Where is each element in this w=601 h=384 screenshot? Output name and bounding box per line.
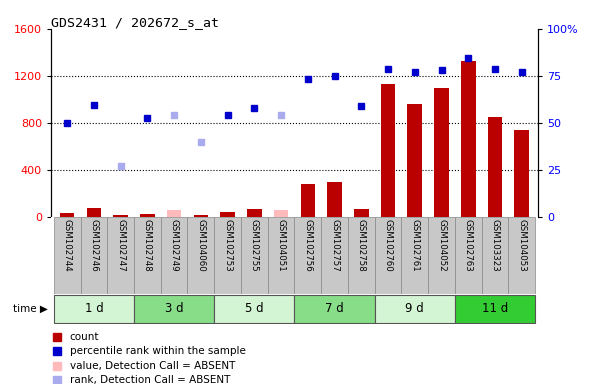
Bar xyxy=(274,210,288,217)
Bar xyxy=(214,295,294,323)
Bar xyxy=(455,217,482,294)
Bar xyxy=(81,217,107,294)
Text: GSM102748: GSM102748 xyxy=(143,219,152,272)
Bar xyxy=(87,208,101,217)
Bar xyxy=(508,217,535,294)
Text: GSM102744: GSM102744 xyxy=(63,219,72,272)
Text: GDS2431 / 202672_s_at: GDS2431 / 202672_s_at xyxy=(51,16,219,29)
Text: GSM102758: GSM102758 xyxy=(357,219,366,272)
Bar xyxy=(348,217,375,294)
Bar xyxy=(300,184,315,217)
Text: GSM104051: GSM104051 xyxy=(276,219,285,272)
Text: GSM102755: GSM102755 xyxy=(250,219,259,272)
Text: GSM102761: GSM102761 xyxy=(410,219,419,272)
Bar xyxy=(375,295,455,323)
Bar xyxy=(220,212,235,217)
Bar xyxy=(455,295,535,323)
Bar xyxy=(375,217,401,294)
Bar xyxy=(166,210,182,217)
Text: percentile rank within the sample: percentile rank within the sample xyxy=(70,346,245,356)
Bar xyxy=(482,217,508,294)
Bar xyxy=(429,217,455,294)
Text: GSM102757: GSM102757 xyxy=(330,219,339,272)
Bar xyxy=(461,61,476,217)
Bar xyxy=(241,217,267,294)
Text: GSM102753: GSM102753 xyxy=(223,219,232,272)
Bar xyxy=(354,209,369,217)
Text: 7 d: 7 d xyxy=(325,302,344,315)
Text: GSM102746: GSM102746 xyxy=(90,219,99,272)
Bar xyxy=(53,217,81,294)
Bar xyxy=(134,295,214,323)
Bar xyxy=(407,104,423,217)
Text: GSM104052: GSM104052 xyxy=(437,219,446,272)
Bar xyxy=(294,295,375,323)
Bar xyxy=(160,217,188,294)
Bar xyxy=(381,84,395,217)
Text: GSM102760: GSM102760 xyxy=(383,219,392,272)
Text: count: count xyxy=(70,332,99,342)
Bar xyxy=(328,182,342,217)
Bar xyxy=(140,214,154,217)
Bar xyxy=(294,217,322,294)
Bar xyxy=(53,295,134,323)
Text: GSM103323: GSM103323 xyxy=(490,219,499,272)
Text: value, Detection Call = ABSENT: value, Detection Call = ABSENT xyxy=(70,361,235,371)
Text: 11 d: 11 d xyxy=(482,302,508,315)
Text: GSM102749: GSM102749 xyxy=(169,219,178,272)
Text: GSM104053: GSM104053 xyxy=(517,219,526,272)
Bar xyxy=(488,117,502,217)
Text: rank, Detection Call = ABSENT: rank, Detection Call = ABSENT xyxy=(70,375,230,384)
Text: GSM102763: GSM102763 xyxy=(464,219,473,272)
Bar xyxy=(59,214,75,217)
Bar xyxy=(435,88,449,217)
Text: time ▶: time ▶ xyxy=(13,304,48,314)
Bar xyxy=(214,217,241,294)
Bar xyxy=(134,217,160,294)
Bar xyxy=(188,217,214,294)
Text: 5 d: 5 d xyxy=(245,302,264,315)
Bar xyxy=(267,217,294,294)
Text: GSM102756: GSM102756 xyxy=(304,219,313,272)
Bar xyxy=(107,217,134,294)
Bar xyxy=(401,217,429,294)
Text: GSM104060: GSM104060 xyxy=(197,219,206,272)
Bar xyxy=(247,209,261,217)
Bar xyxy=(113,215,128,217)
Bar xyxy=(194,215,208,217)
Text: 1 d: 1 d xyxy=(85,302,103,315)
Text: 9 d: 9 d xyxy=(406,302,424,315)
Text: 3 d: 3 d xyxy=(165,302,183,315)
Bar xyxy=(322,217,348,294)
Text: GSM102747: GSM102747 xyxy=(116,219,125,272)
Bar xyxy=(514,130,529,217)
